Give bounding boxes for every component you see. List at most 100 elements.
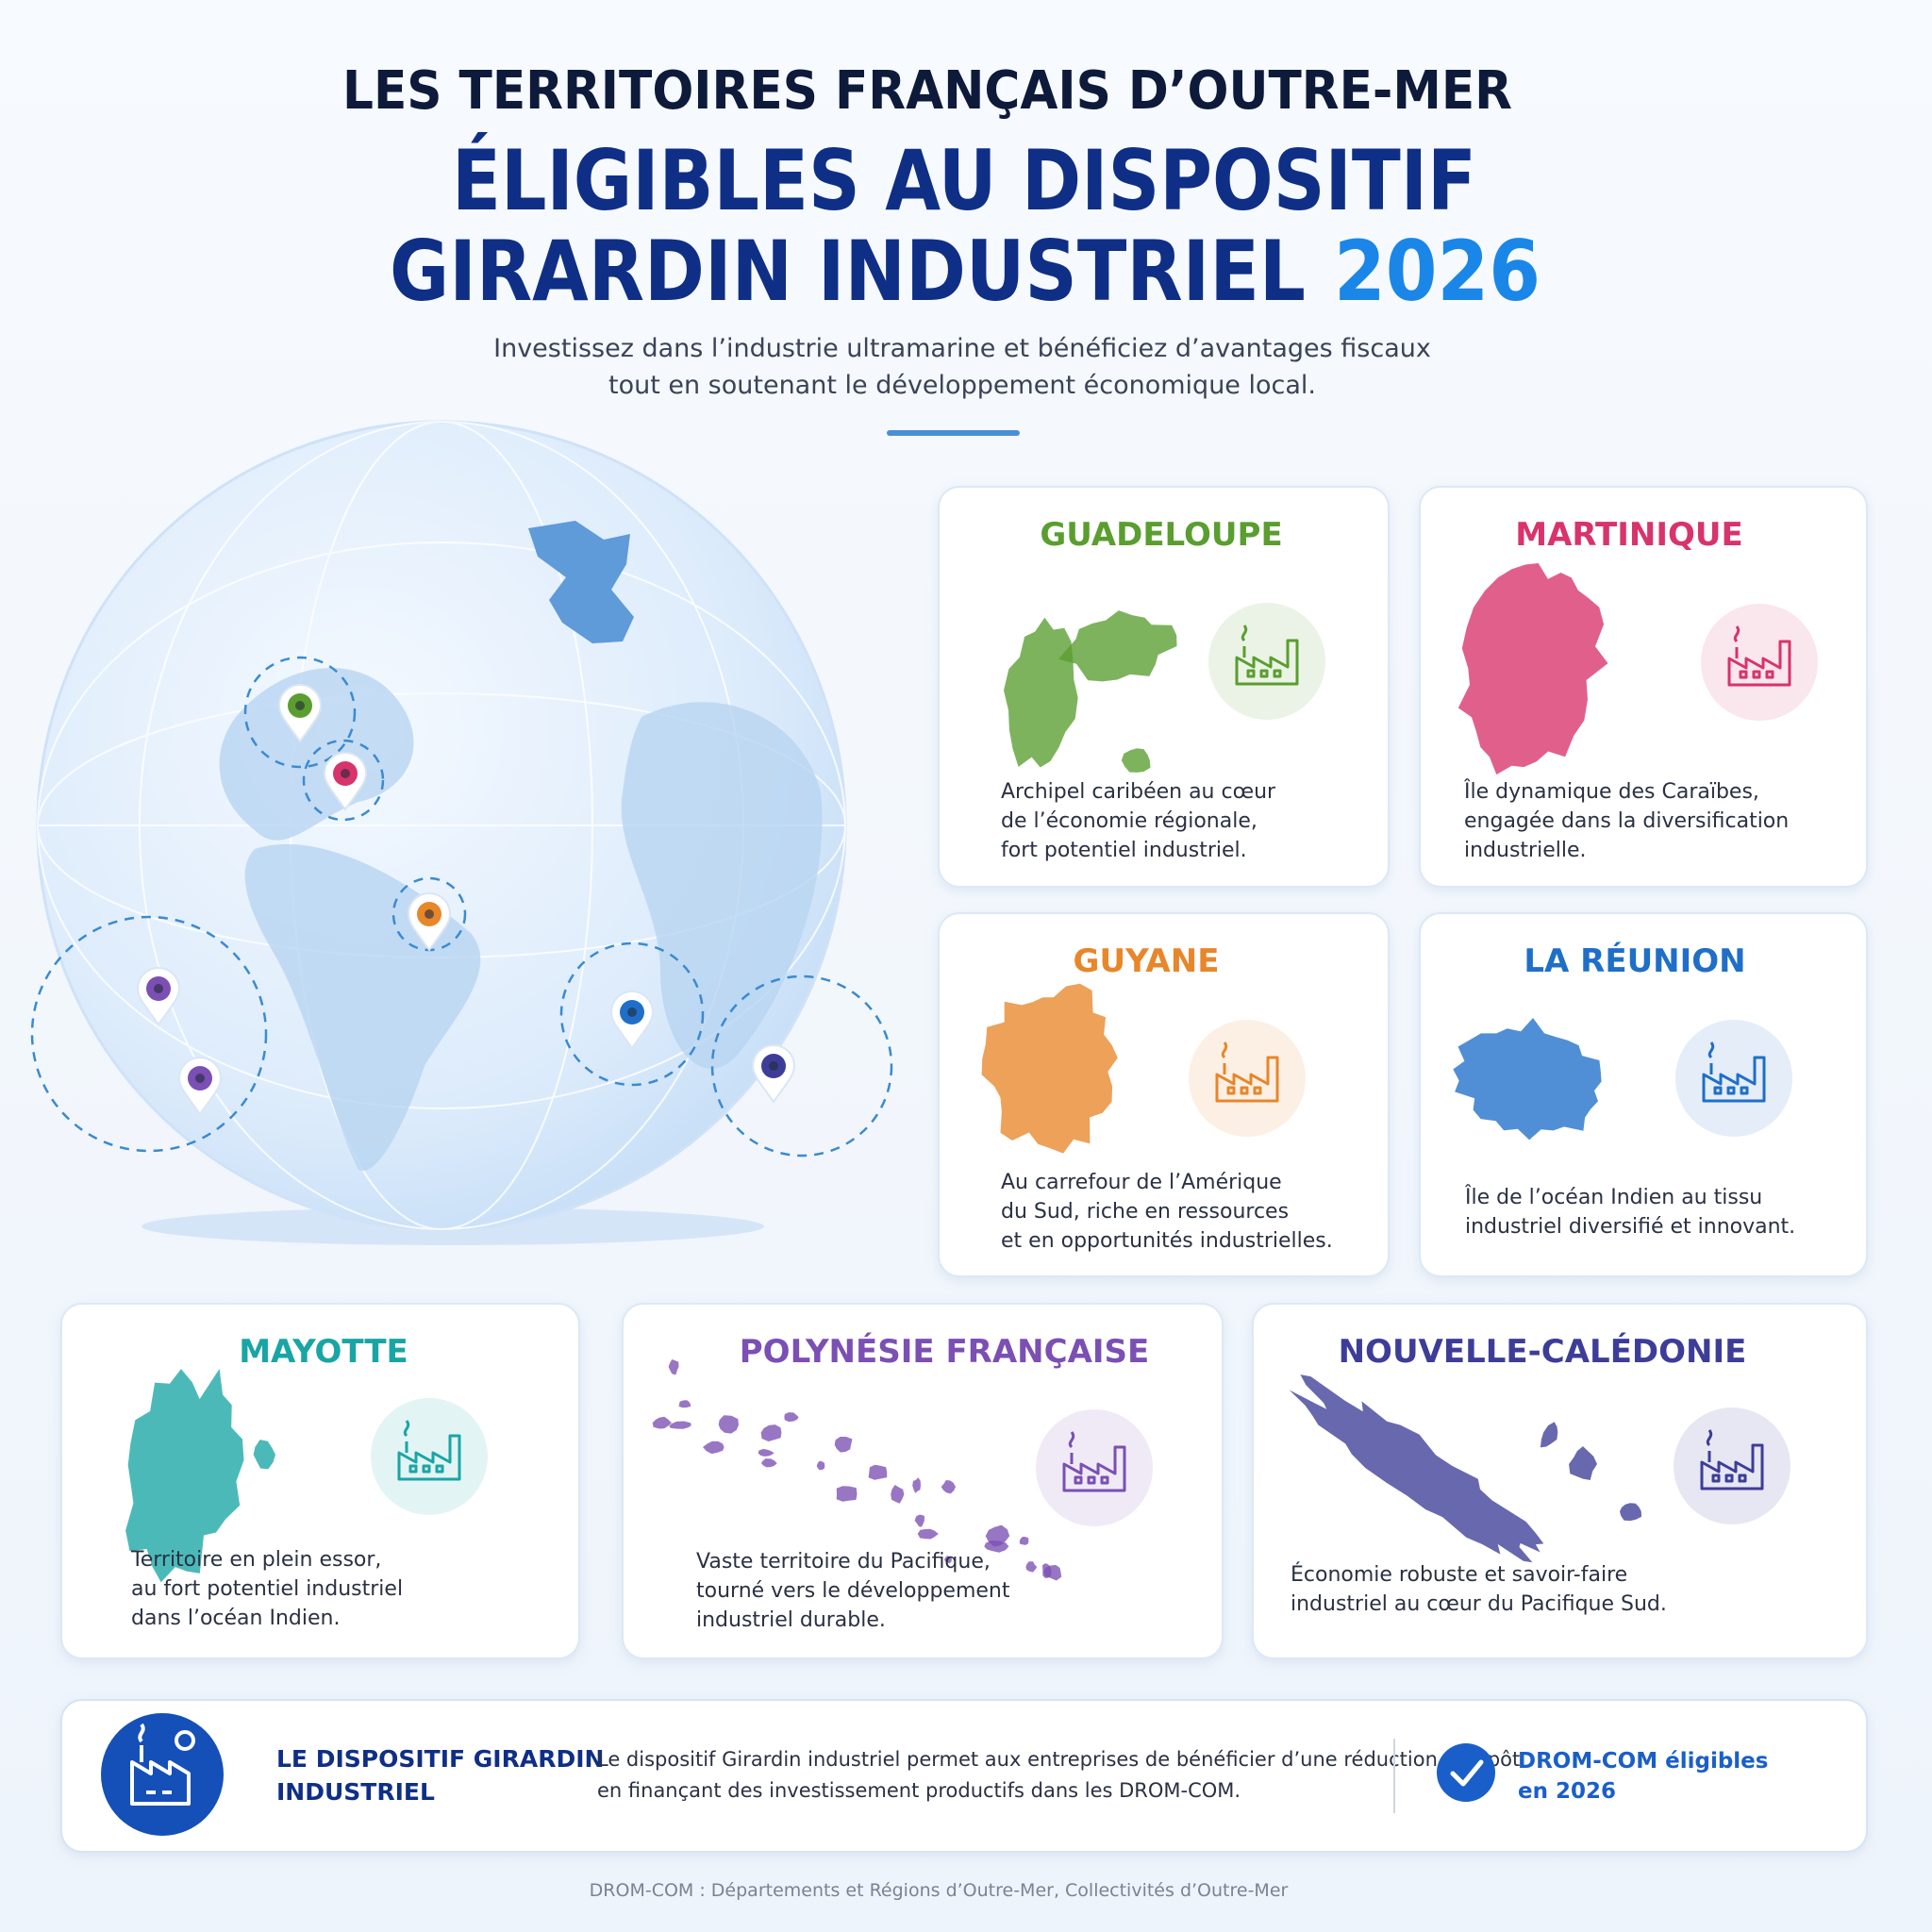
card-description: Île de l’océan Indien au tissu [1464,1185,1762,1209]
card-description: fort potentiel industriel. [1001,839,1247,862]
territory-shape [1289,1374,1544,1563]
territory-shape [718,1415,739,1434]
card-description: engagée dans la diversification [1464,809,1789,833]
card-description: Île dynamique des Caraïbes, [1463,779,1759,804]
territory-shape [758,1448,774,1457]
card-description: Archipel caribéen au cœur [1001,780,1276,804]
territory-shape [784,1412,799,1423]
territory-shape [816,1460,825,1471]
card-title: POLYNÉSIE FRANÇAISE [740,1332,1150,1371]
icon-circle [371,1398,488,1515]
card-title: MARTINIQUE [1515,516,1743,554]
badge-text: en 2026 [1518,1779,1616,1804]
territory-shape [760,1424,782,1441]
territory-shape [981,983,1118,1154]
kicker: LES TERRITOIRES FRANÇAIS D’OUTRE-MER [342,60,1512,122]
subtitle: Investissez dans l’industrie ultramarine… [493,334,1431,363]
card-title: GUADELOUPE [1040,516,1282,554]
card-description: tourné vers le développement [696,1579,1010,1603]
territory-card: GUADELOUPE Archipel caribéen au cœur de l’… [938,486,1390,888]
factory-icon [1215,1041,1279,1103]
subtitle: tout en soutenant le développement écono… [608,371,1316,400]
territory-shape [1620,1503,1642,1522]
territory-shape [1025,1561,1038,1573]
banner-icon-glyph [130,1723,195,1806]
card-description: de l’économie régionale, [1001,809,1257,833]
icon-circle [1674,1407,1790,1524]
banner-title: LE DISPOSITIF GIRARDIN [276,1745,604,1773]
card-description: du Sud, riche en ressources [1001,1200,1289,1224]
territory-card: NOUVELLE-CALÉDONIE Économie robuste et sa… [1252,1303,1868,1659]
territory-shape [1121,748,1151,773]
banner-text: en finançant des investissement producti… [597,1779,1241,1802]
card-title: MAYOTTE [239,1333,408,1371]
territory-card: LA RÉUNION Île de l’océan Indien au tissu… [1419,912,1868,1277]
card-description: et en opportunités industrielles. [1001,1229,1333,1253]
card-description: dans l’océan Indien. [131,1607,340,1630]
territory-shape [1004,617,1078,768]
territory-shape [912,1477,921,1493]
factory-icon [397,1420,461,1481]
banner-text: Le dispositif Girardin industriel permet… [597,1748,1520,1771]
factory-icon [1702,1041,1766,1103]
territory-shape [703,1441,724,1455]
territory-cards: GUADELOUPE Archipel caribéen au cœur de l’… [60,486,1868,1659]
title-line: GIRARDIN INDUSTRIEL [390,223,1306,320]
banner-title: INDUSTRIEL [276,1778,435,1806]
territory-shape [125,1369,244,1583]
territory-shape [941,1480,956,1494]
icon-circle [1208,603,1325,720]
icon-circle [1701,604,1818,721]
pin-center [425,909,434,919]
territory-shape [1569,1446,1597,1480]
card-description: Économie robuste et savoir-faire [1291,1562,1627,1587]
territory-shape [836,1486,858,1502]
card-description: Territoire en plein essor, [130,1548,381,1572]
territory-shape [253,1440,275,1470]
card-title: NOUVELLE-CALÉDONIE [1339,1332,1747,1371]
card-description: industriel au cœur du Pacifique Sud. [1291,1592,1667,1616]
territory-shape [1453,1018,1602,1141]
territory-shape [1041,1563,1052,1578]
banner: LE DISPOSITIF GIRARDIN INDUSTRIEL Le dis… [60,1699,1868,1853]
check-glyph [1450,1759,1484,1787]
territory-shape [1540,1422,1558,1448]
pin-center [154,984,163,993]
territory-card: GUYANE Au carrefour de l’Amérique du Sud, … [938,912,1390,1277]
card-bg [1419,912,1868,1277]
card-bg [1252,1303,1868,1659]
territory-card: MAYOTTE Territoire en plein essor, au fort… [60,1303,580,1659]
check-icon [1437,1743,1495,1802]
map-pins [136,684,796,1116]
badge-text: DROM-COM éligibles [1518,1749,1768,1774]
territory-card: MARTINIQUE Île dynamique des Caraïbes, eng… [1419,486,1868,888]
territory-shape [868,1464,888,1480]
territory-shape [944,1556,952,1564]
territory-shape [652,1416,672,1429]
territory-shape [1019,1537,1029,1545]
territory-shape [891,1485,905,1504]
pin-center [627,1008,637,1017]
territory-shape [834,1437,853,1453]
pin-center [295,701,305,710]
pin-center [769,1061,778,1071]
icon-circle [1675,1020,1792,1137]
card-description: industriel diversifié et innovant. [1465,1215,1795,1239]
factory-icon [1235,625,1299,686]
territory-shape [917,1528,939,1540]
factory-icon [1727,625,1791,687]
territory-shape [1457,563,1608,775]
card-title: LA RÉUNION [1524,941,1745,980]
factory-icon [1062,1431,1126,1492]
card-title: GUYANE [1074,942,1220,980]
footnote: DROM-COM : Départements et Régions d’Out… [590,1880,1289,1901]
divider [887,430,1020,436]
territory-shape [985,1524,1010,1547]
pin-center [195,1074,205,1083]
territory-shape [678,1400,691,1408]
title-line: ÉLIGIBLES AU DISPOSITIF [452,132,1476,229]
banner-icon [101,1713,224,1836]
card-description: Vaste territoire du Pacifique, [696,1550,991,1574]
